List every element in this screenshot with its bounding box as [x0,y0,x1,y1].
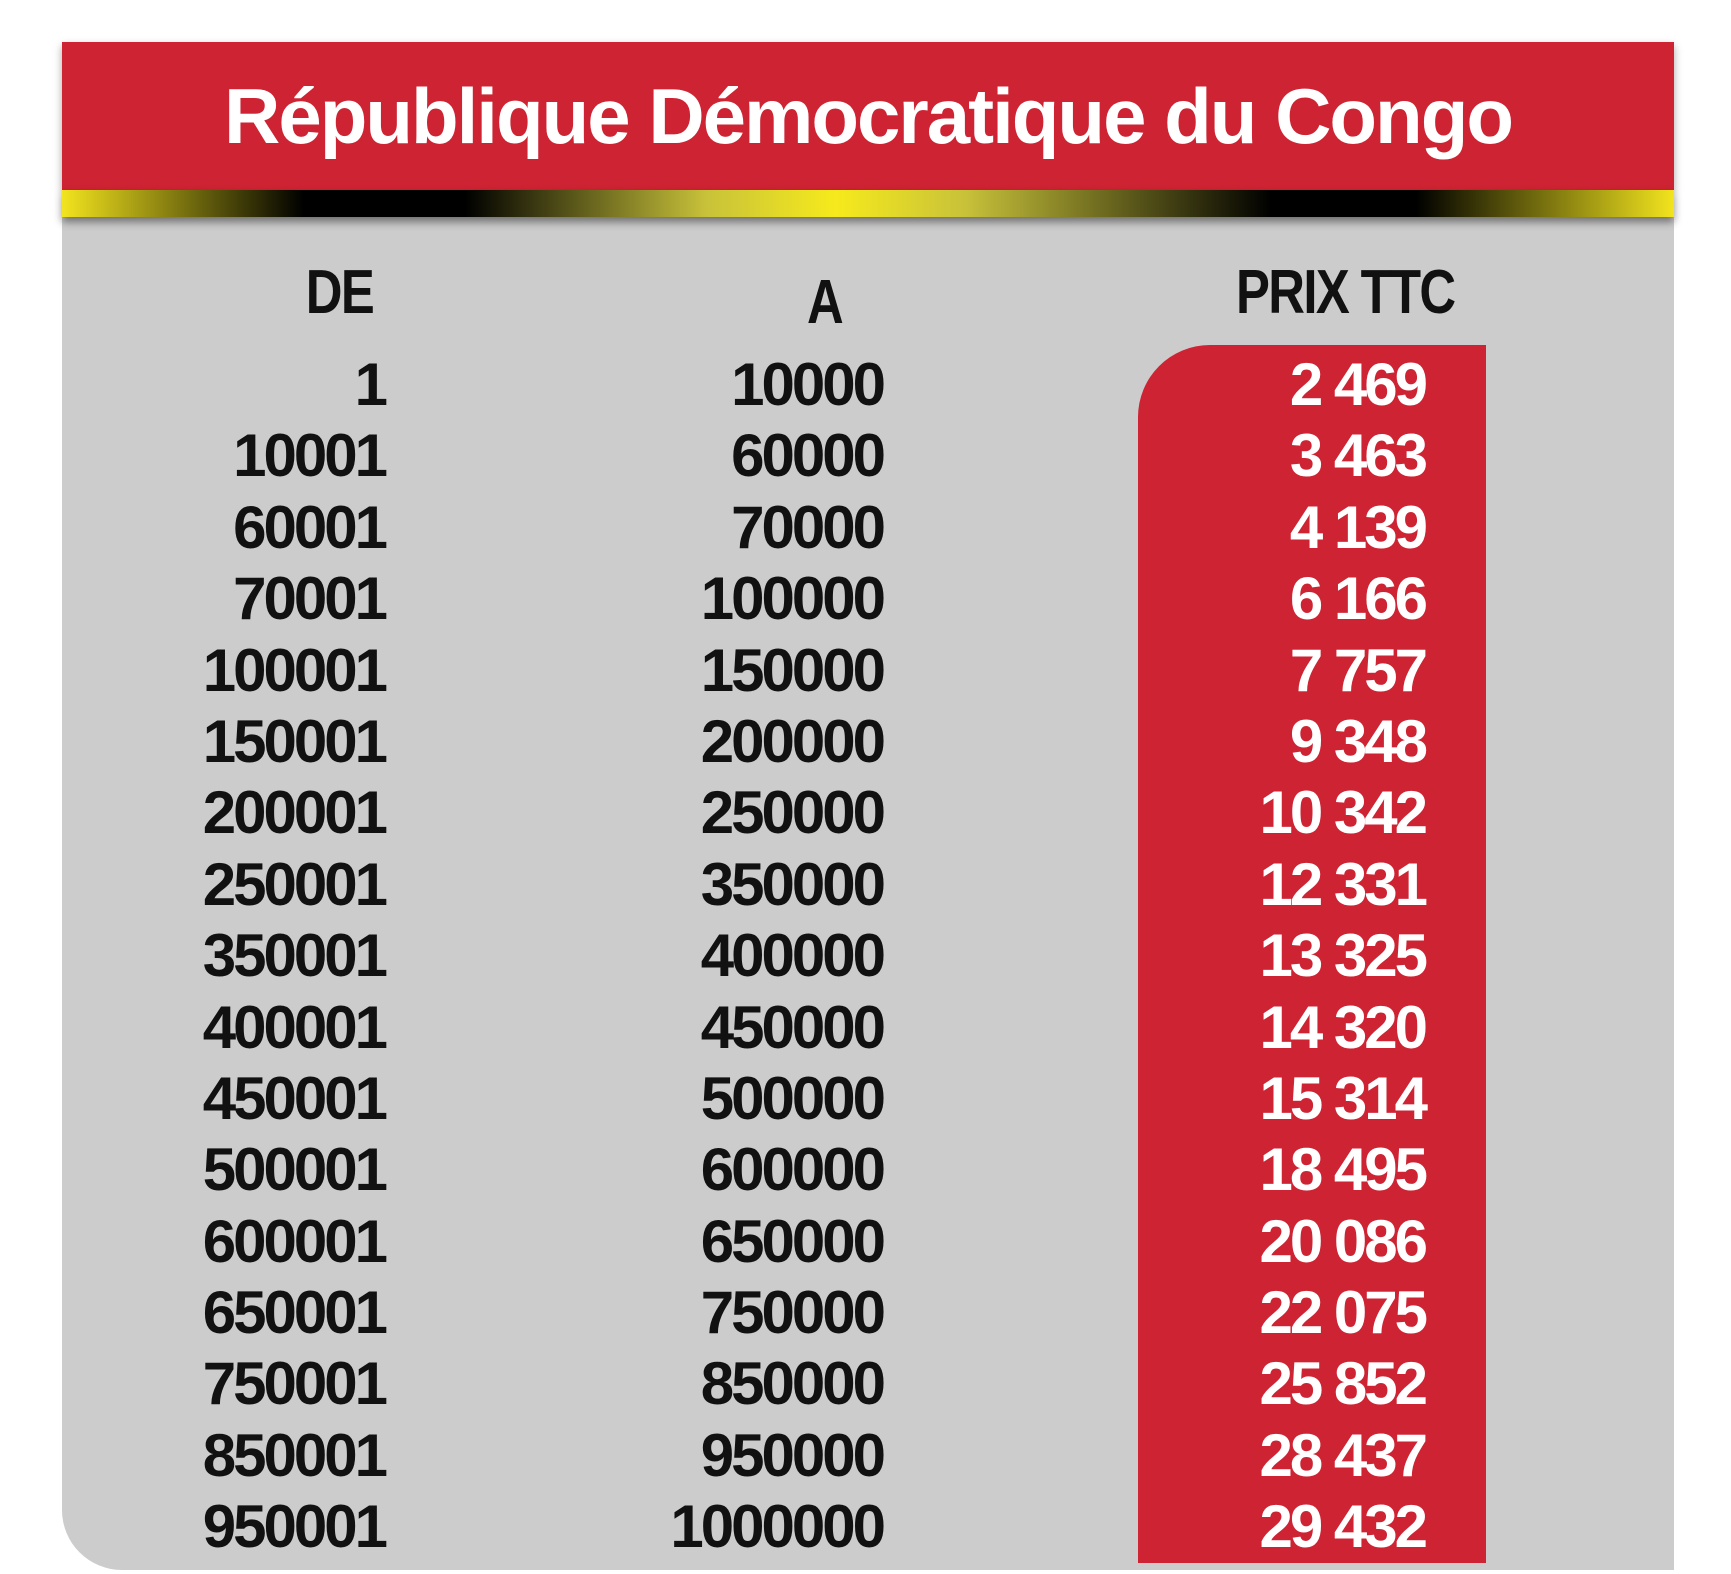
cell-a: 950000 [700,1421,886,1489]
table-row: 500001 600000 18 495 [0,1134,1731,1205]
cell-prix-ttc: 4 139 [1289,493,1428,561]
cell-de: 600001 [202,1207,388,1275]
table-row: 1 10000 2 469 [0,349,1731,420]
cell-de: 100001 [202,636,388,704]
cell-prix-ttc: 15 314 [1259,1064,1428,1132]
cell-prix-ttc: 9 348 [1289,707,1428,775]
table-row: 950001 1000000 29 432 [0,1491,1731,1562]
cell-a: 100000 [700,565,886,633]
cell-prix-ttc: 28 437 [1259,1421,1428,1489]
cell-a: 70000 [731,493,886,561]
cell-prix-ttc: 2 469 [1289,351,1428,418]
cell-a: 850000 [700,1350,886,1418]
cell-a: 150000 [700,636,886,704]
cell-prix-ttc: 10 342 [1259,779,1428,847]
table-row: 850001 950000 28 437 [0,1420,1731,1491]
cell-de: 1 [354,351,388,418]
column-header-a: A [807,268,844,337]
cell-de: 60001 [233,493,388,561]
cell-a: 350000 [700,850,886,918]
cell-a: 1000000 [670,1493,886,1561]
table-row: 10001 60000 3 463 [0,420,1731,491]
cell-prix-ttc: 14 320 [1259,993,1428,1061]
table-row: 150001 200000 9 348 [0,706,1731,777]
cell-de: 950001 [202,1493,388,1561]
table-row: 250001 350000 12 331 [0,849,1731,920]
table-row: 650001 750000 22 075 [0,1277,1731,1348]
cell-prix-ttc: 20 086 [1259,1207,1428,1275]
cell-de: 750001 [202,1350,388,1418]
column-header-prix-ttc: PRIX TTC [1236,258,1456,327]
cell-de: 500001 [202,1136,388,1204]
table-row: 100001 150000 7 757 [0,635,1731,706]
table-row: 70001 100000 6 166 [0,563,1731,634]
cell-prix-ttc: 29 432 [1259,1493,1428,1561]
title-banner: République Démocratique du Congo [62,42,1674,190]
cell-a: 10000 [731,351,886,418]
cell-a: 250000 [700,779,886,847]
cell-de: 450001 [202,1064,388,1132]
cell-a: 600000 [700,1136,886,1204]
price-column-panel [1138,345,1486,1563]
flag-stripe [62,190,1674,217]
cell-prix-ttc: 6 166 [1289,565,1428,633]
cell-prix-ttc: 18 495 [1259,1136,1428,1204]
table-row: 400001 450000 14 320 [0,992,1731,1063]
table-row: 450001 500000 15 314 [0,1063,1731,1134]
cell-a: 400000 [700,922,886,990]
cell-de: 10001 [233,422,388,490]
table-row: 60001 70000 4 139 [0,492,1731,563]
cell-a: 450000 [700,993,886,1061]
cell-de: 150001 [202,707,388,775]
table-row: 600001 650000 20 086 [0,1206,1731,1277]
cell-de: 70001 [233,565,388,633]
cell-prix-ttc: 7 757 [1289,636,1428,704]
cell-prix-ttc: 12 331 [1259,850,1428,918]
cell-a: 500000 [700,1064,886,1132]
cell-de: 350001 [202,922,388,990]
table-row: 750001 850000 25 852 [0,1348,1731,1419]
cell-a: 750000 [700,1279,886,1347]
cell-de: 650001 [202,1279,388,1347]
cell-de: 200001 [202,779,388,847]
cell-a: 60000 [731,422,886,490]
table-body: 1 10000 2 469 10001 60000 3 463 60001 70000 4 13… [0,349,1731,1563]
cell-prix-ttc: 25 852 [1259,1350,1428,1418]
table-row: 200001 250000 10 342 [0,777,1731,848]
cell-a: 200000 [700,707,886,775]
cell-prix-ttc: 13 325 [1259,922,1428,990]
cell-a: 650000 [700,1207,886,1275]
cell-prix-ttc: 3 463 [1289,422,1428,490]
column-header-de: DE [305,258,375,327]
cell-de: 400001 [202,993,388,1061]
cell-prix-ttc: 22 075 [1259,1279,1428,1347]
cell-de: 850001 [202,1421,388,1489]
page-title: République Démocratique du Congo [223,72,1514,160]
table-row: 350001 400000 13 325 [0,920,1731,991]
cell-de: 250001 [202,850,388,918]
